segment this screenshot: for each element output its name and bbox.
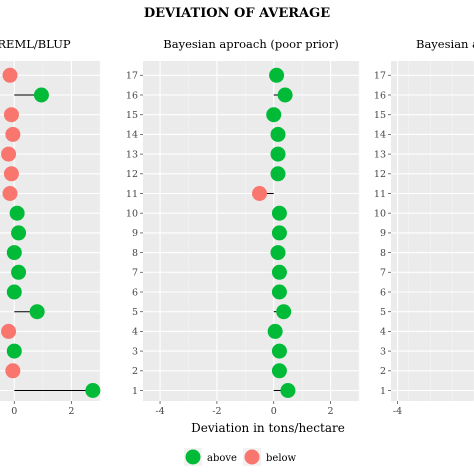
y-tick-label: 9 xyxy=(132,228,138,239)
y-tick-label: 10 xyxy=(126,209,138,220)
x-tick-label: -2 xyxy=(212,406,221,417)
y-tick-label: 9 xyxy=(380,228,386,239)
y-tick-label: 8 xyxy=(380,248,386,259)
y-tick-label: 13 xyxy=(126,149,138,160)
panel-title: REML/BLUP xyxy=(0,37,71,51)
point-6 xyxy=(6,284,22,300)
y-tick-label: 5 xyxy=(380,307,386,318)
y-tick-label: 12 xyxy=(374,169,386,180)
y-tick-label: 1 xyxy=(132,386,138,397)
y-tick-label: 6 xyxy=(132,287,138,298)
point-10 xyxy=(9,205,25,221)
panel-background xyxy=(143,61,359,401)
point-1 xyxy=(280,383,296,398)
y-tick-label: 7 xyxy=(132,268,138,279)
point-7 xyxy=(271,264,287,280)
x-tick-label: 0 xyxy=(11,406,17,417)
point-3 xyxy=(271,343,287,359)
point-3 xyxy=(6,343,22,359)
point-8 xyxy=(6,245,22,261)
y-tick-label: 16 xyxy=(126,90,138,101)
legend-key-above xyxy=(185,449,201,465)
y-tick-label: 3 xyxy=(132,346,138,357)
legend-label-above: above xyxy=(207,453,237,464)
x-axis-label: Deviation in tons/hectare xyxy=(191,421,345,435)
y-tick-label: 3 xyxy=(380,346,386,357)
y-tick-label: 8 xyxy=(132,248,138,259)
point-4 xyxy=(1,323,17,339)
y-tick-label: 7 xyxy=(380,268,386,279)
point-16 xyxy=(33,87,49,103)
panel-background xyxy=(391,61,474,401)
y-tick-label: 15 xyxy=(126,110,138,121)
y-tick-label: 11 xyxy=(374,189,386,200)
legend: above below xyxy=(184,448,297,466)
point-5 xyxy=(29,304,45,320)
y-tick-label: 5 xyxy=(132,307,138,318)
y-tick-label: 13 xyxy=(374,149,386,160)
y-tick-label: 14 xyxy=(374,130,386,141)
y-tick-label: 1 xyxy=(380,386,386,397)
y-tick-label: 17 xyxy=(126,71,138,82)
legend-key-below xyxy=(244,449,260,465)
point-2 xyxy=(5,363,21,379)
chart-title: DEVIATION OF AVERAGE xyxy=(144,6,330,21)
point-17 xyxy=(2,67,18,83)
point-13 xyxy=(270,146,286,162)
point-17 xyxy=(269,67,285,83)
y-tick-label: 6 xyxy=(380,287,386,298)
panels: REML/BLUP 0 2 Bayesian aproach (poor prior)… xyxy=(0,37,474,417)
panel-2: Bayesian aproach (poor prior)-4 -2 0 212345… xyxy=(126,37,360,417)
point-5 xyxy=(276,304,292,320)
x-tick-label: -4 xyxy=(393,406,402,417)
x-tick-label: 2 xyxy=(328,406,334,417)
y-tick-label: 2 xyxy=(380,366,386,377)
point-9 xyxy=(271,225,287,241)
y-tick-label: 10 xyxy=(374,209,386,220)
point-11 xyxy=(2,186,18,201)
point-1 xyxy=(85,383,101,398)
panel-title: Bayesian aproach (poor prior) xyxy=(163,37,338,51)
y-tick-label: 4 xyxy=(132,327,138,338)
point-14 xyxy=(5,126,21,142)
point-14 xyxy=(270,126,286,142)
y-tick-label: 16 xyxy=(374,90,386,101)
y-tick-label: 4 xyxy=(380,327,386,338)
y-tick-label: 2 xyxy=(132,366,138,377)
legend-label-below: below xyxy=(266,453,297,464)
y-tick-label: 11 xyxy=(126,189,138,200)
point-2 xyxy=(271,363,287,379)
point-15 xyxy=(266,107,282,123)
y-tick-label: 17 xyxy=(374,71,386,82)
panel-1: REML/BLUP 0 2 xyxy=(0,37,101,417)
point-13 xyxy=(1,146,17,162)
point-15 xyxy=(3,107,19,123)
y-tick-label: 15 xyxy=(374,110,386,121)
point-16 xyxy=(277,87,293,103)
point-6 xyxy=(271,284,287,300)
point-11 xyxy=(252,186,268,201)
panel-title: Bayesian a xyxy=(416,37,474,51)
point-8 xyxy=(270,245,286,261)
point-12 xyxy=(270,166,286,182)
y-tick-label: 12 xyxy=(126,169,138,180)
point-4 xyxy=(267,323,283,339)
x-tick-label: 2 xyxy=(68,406,74,417)
x-tick-label: -4 xyxy=(155,406,164,417)
point-9 xyxy=(11,225,27,241)
point-12 xyxy=(3,166,19,182)
x-tick-label: 0 xyxy=(271,406,277,417)
y-tick-label: 14 xyxy=(126,130,138,141)
point-10 xyxy=(271,205,287,221)
point-7 xyxy=(11,264,27,280)
